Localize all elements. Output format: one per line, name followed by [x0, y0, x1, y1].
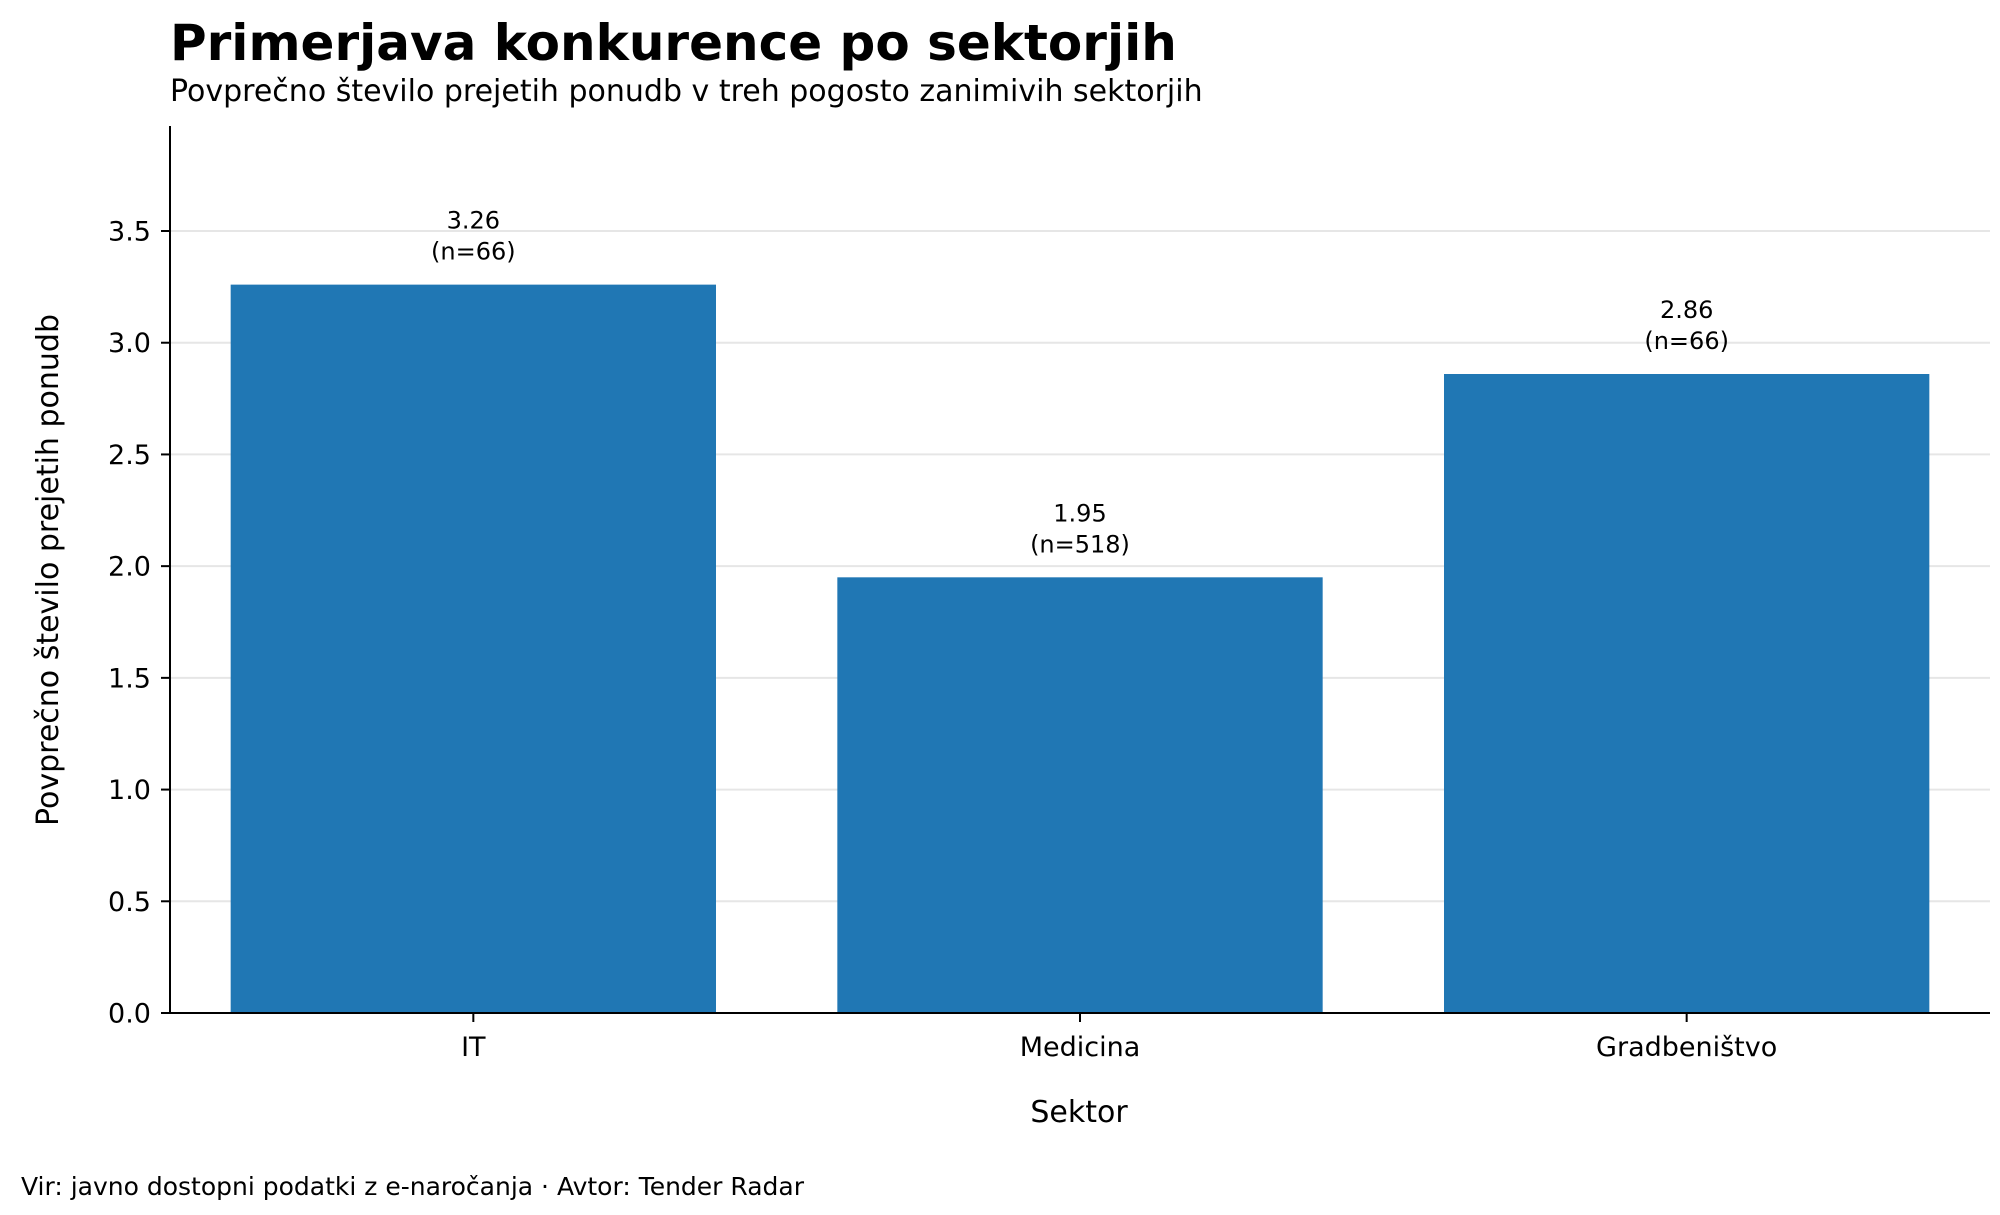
- y-tick-label: 1.0: [108, 775, 151, 806]
- data-label-count: (n=518): [1030, 530, 1130, 558]
- x-axis-ticks: IT Medicina Gradbeništvo: [461, 1013, 1777, 1063]
- y-tick-label: 0.0: [108, 999, 151, 1030]
- y-axis-ticks: 0.0 0.5 1.0 1.5 2.0 2.5 3.0 3.5: [108, 217, 170, 1030]
- data-label-value: 2.86: [1660, 296, 1713, 324]
- bar-gradbeništvo: [1444, 374, 1930, 1013]
- y-axis-title: Povprečno število prejetih ponudb: [31, 314, 66, 826]
- y-tick-label: 2.5: [108, 440, 151, 471]
- data-label-value: 1.95: [1053, 499, 1106, 527]
- y-tick-label: 1.5: [108, 663, 151, 694]
- x-tick-label: Medicina: [1020, 1032, 1141, 1063]
- x-axis-title: Sektor: [1030, 1095, 1128, 1130]
- x-tick-label: Gradbeništvo: [1596, 1032, 1777, 1063]
- y-tick-label: 3.5: [108, 217, 151, 248]
- y-tick-label: 3.0: [108, 328, 151, 359]
- bar-medicina: [837, 577, 1323, 1013]
- chart-title: Primerjava konkurence po sektorjih: [170, 14, 1177, 72]
- y-tick-label: 2.0: [108, 552, 151, 583]
- y-tick-label: 0.5: [108, 887, 151, 918]
- chart-subtitle: Povprečno število prejetih ponudb v treh…: [170, 74, 1203, 109]
- bar-it: [230, 284, 716, 1014]
- x-tick-label: IT: [461, 1032, 486, 1063]
- data-label-value: 3.26: [447, 207, 500, 235]
- data-label-count: (n=66): [1644, 327, 1729, 355]
- bars: [230, 284, 1930, 1014]
- data-labels: 3.26 (n=66) 1.95 (n=518) 2.86 (n=66): [431, 207, 1729, 559]
- data-label-count: (n=66): [431, 238, 516, 266]
- source-note: Vir: javno dostopni podatki z e-naročanj…: [21, 1172, 805, 1201]
